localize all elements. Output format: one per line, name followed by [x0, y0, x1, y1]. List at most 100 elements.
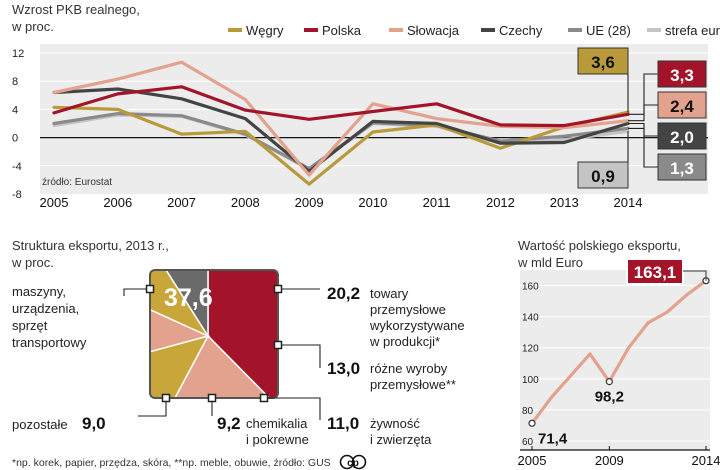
pie-leader-lines [123, 284, 321, 420]
gdp-line-czechy [52, 87, 630, 173]
gdp-callout-box-strefa [577, 161, 629, 189]
export-gridlines: 60 80 100 120 140 160 2005 2009 2014 [518, 282, 720, 468]
gdp-line-polska [52, 85, 630, 128]
gdp-callout-value-strefa: 0,9 [591, 167, 615, 186]
gdp-callout-leader-ue [628, 127, 658, 168]
pie-leader-zywnosc [264, 397, 321, 420]
pie-subtitle: w proc. [11, 255, 54, 270]
gdp-line-wegry [52, 105, 630, 186]
export-point-labels: 71,4 98,2 163,1 [528, 258, 710, 447]
gdp-y-tick: -4 [12, 161, 22, 173]
gdp-x-tick: 2005 [40, 195, 69, 210]
gdp-x-tick: 2014 [614, 195, 643, 210]
gdp-title: Wzrost PKB realnego, [12, 2, 140, 17]
pie-text-towary: w produkcji* [369, 334, 440, 349]
export-plot-band [520, 270, 710, 450]
export-line [530, 279, 707, 425]
export-value-label: 163,1 [634, 263, 677, 282]
export-y-tick: 120 [522, 344, 539, 355]
gdp-callout-value-czechy: 2,0 [670, 128, 694, 147]
export-subtitle: w mld Euro [517, 255, 583, 270]
export-value-chart: Wartość polskiego eksportu, w mld Euro 6… [517, 238, 720, 468]
footnote: *np. korek, papier, przędza, skóra, **np… [12, 457, 331, 469]
gdp-y-tick: 12 [12, 48, 24, 60]
export-y-tick: 100 [522, 375, 539, 386]
gdp-callout-value-slowacja: 2,4 [670, 97, 694, 116]
gdp-callout-value-wegry: 3,6 [591, 53, 615, 72]
pie-text-zywnosc: i zwierzęta [370, 432, 432, 447]
legend-label-polska: Polska [322, 23, 362, 38]
legend-label-strefa: strefa euro [665, 23, 720, 38]
export-y-tick: 80 [522, 406, 534, 417]
pie-value-towary: 20,2 [327, 284, 360, 303]
legend-label-czechy: Czechy [499, 23, 543, 38]
gdp-y-tick: 8 [12, 76, 18, 88]
gdp-series-lines [52, 60, 630, 186]
gdp-x-tick: 2007 [167, 195, 196, 210]
export-x-tick: 2009 [595, 453, 624, 468]
pie-value-rozne: 13,0 [327, 359, 360, 378]
gdp-callout-value-polska: 3,3 [670, 66, 694, 85]
export-series-line [530, 279, 707, 425]
pie-marker-chemikalia [207, 393, 217, 403]
pie-marker-towary [273, 284, 283, 294]
cp-logo: cp [339, 454, 367, 470]
gdp-callout-box-ue [657, 153, 707, 181]
pie-text-towary: przemysłowe [370, 302, 446, 317]
pie-text-pozostale: pozostałe [12, 417, 68, 432]
pie-text-maszyny: maszyny, [12, 284, 66, 299]
pie-title: Struktura eksportu, 2013 r., [12, 238, 169, 253]
gdp-x-tick: 2008 [231, 195, 260, 210]
legend-label-wegry: Węgry [246, 23, 284, 38]
pie-leader-pozostale [138, 398, 167, 417]
pie-value-zywnosc: 11,0 [327, 414, 359, 433]
pie-leader-rozne [278, 344, 321, 368]
pie-text-maszyny: sprzęt [12, 318, 48, 333]
gdp-x-tick: 2010 [358, 195, 387, 210]
pie-leader-maszyny [123, 288, 150, 296]
export-title: Wartość polskiego eksportu, [518, 238, 681, 253]
export-structure-chart: Struktura eksportu, 2013 r., w proc. 37,… [11, 238, 465, 447]
gdp-value-callouts: 3,6 3,3 2,4 2,0 1,3 0,9 [577, 47, 707, 189]
legend-label-ue: UE (28) [586, 23, 631, 38]
pie-text-chemikalia: i pokrewne [246, 432, 309, 447]
pie-text-maszyny: urządzenia, [12, 301, 79, 316]
pie-text-rozne: różne wyroby [370, 361, 448, 376]
gdp-callout-box-czechy [657, 122, 707, 150]
export-x-tick: 2014 [692, 453, 720, 468]
gdp-y-tick: 4 [12, 104, 18, 116]
cp-logo-text: cp [347, 458, 359, 469]
export-x-tick: 2005 [518, 453, 547, 468]
gdp-x-tick: 2012 [486, 195, 515, 210]
gdp-callout-box-polska [657, 60, 707, 88]
gdp-y-ticks: -8 -4 0 4 8 12 [12, 48, 24, 201]
gdp-callout-leader-slowacja [628, 104, 658, 122]
pie-marker-rozne [273, 340, 283, 350]
pie-value-pozostale: 9,0 [82, 414, 106, 433]
gdp-x-tick: 2011 [423, 195, 451, 210]
pie-text-rozne: przemysłowe** [370, 377, 456, 392]
export-value-label: 98,2 [595, 389, 624, 406]
export-y-tick: 160 [522, 282, 539, 293]
pie-text-towary: towary [370, 286, 409, 301]
export-badge-leader [683, 270, 707, 281]
gdp-x-tick: 2006 [103, 195, 132, 210]
pie-text-maszyny: transportowy [12, 335, 87, 350]
gdp-x-tick: 2009 [295, 195, 324, 210]
pie-value-maszyny: 37,6 [164, 284, 213, 312]
gdp-callout-leader-polska [628, 73, 658, 115]
gdp-callout-box-slowacja [657, 91, 707, 119]
pie-marker-maszyny [145, 284, 155, 294]
gdp-x-ticks: 2005 2006 2007 2008 2009 2010 2011 2012 2013 2014 [40, 195, 643, 210]
pie-text-zywnosc: żywność [370, 416, 420, 431]
pie-labels: 37,6 maszyny, urządzenia, sprzęt transportow… [12, 284, 465, 447]
pie-text-towary: wykorzystywane [369, 318, 465, 333]
export-value-label: 71,4 [538, 430, 568, 447]
gdp-y-tick: 0 [12, 133, 18, 145]
export-point-marker [605, 378, 613, 386]
export-y-tick: 140 [522, 313, 539, 324]
gdp-gridlines [40, 52, 708, 167]
pie-value-chemikalia: 9,2 [217, 414, 241, 433]
